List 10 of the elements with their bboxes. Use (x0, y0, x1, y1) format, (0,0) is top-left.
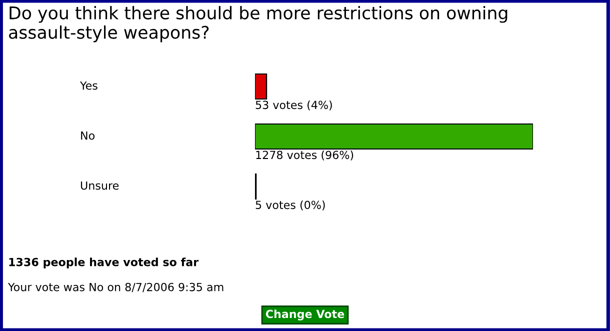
chart-title: Do you think there should be more restrictions on owning assault-style weapons? (9, 6, 508, 42)
y-tick-label: Yes (80, 81, 98, 90)
text: Your vote was No on 8/7/2006 9:35 am (8, 282, 224, 292)
data-label: 1278 votes (96%) (256, 150, 354, 160)
y-tick-label: Unsure (80, 181, 119, 190)
y-tick-label: No (81, 131, 95, 140)
text: 1336 people have voted so far (9, 258, 199, 268)
data-label: 53 votes (4%) (256, 100, 332, 110)
text: Change Vote (266, 310, 344, 320)
data-label: 5 votes (0%) (256, 200, 325, 210)
